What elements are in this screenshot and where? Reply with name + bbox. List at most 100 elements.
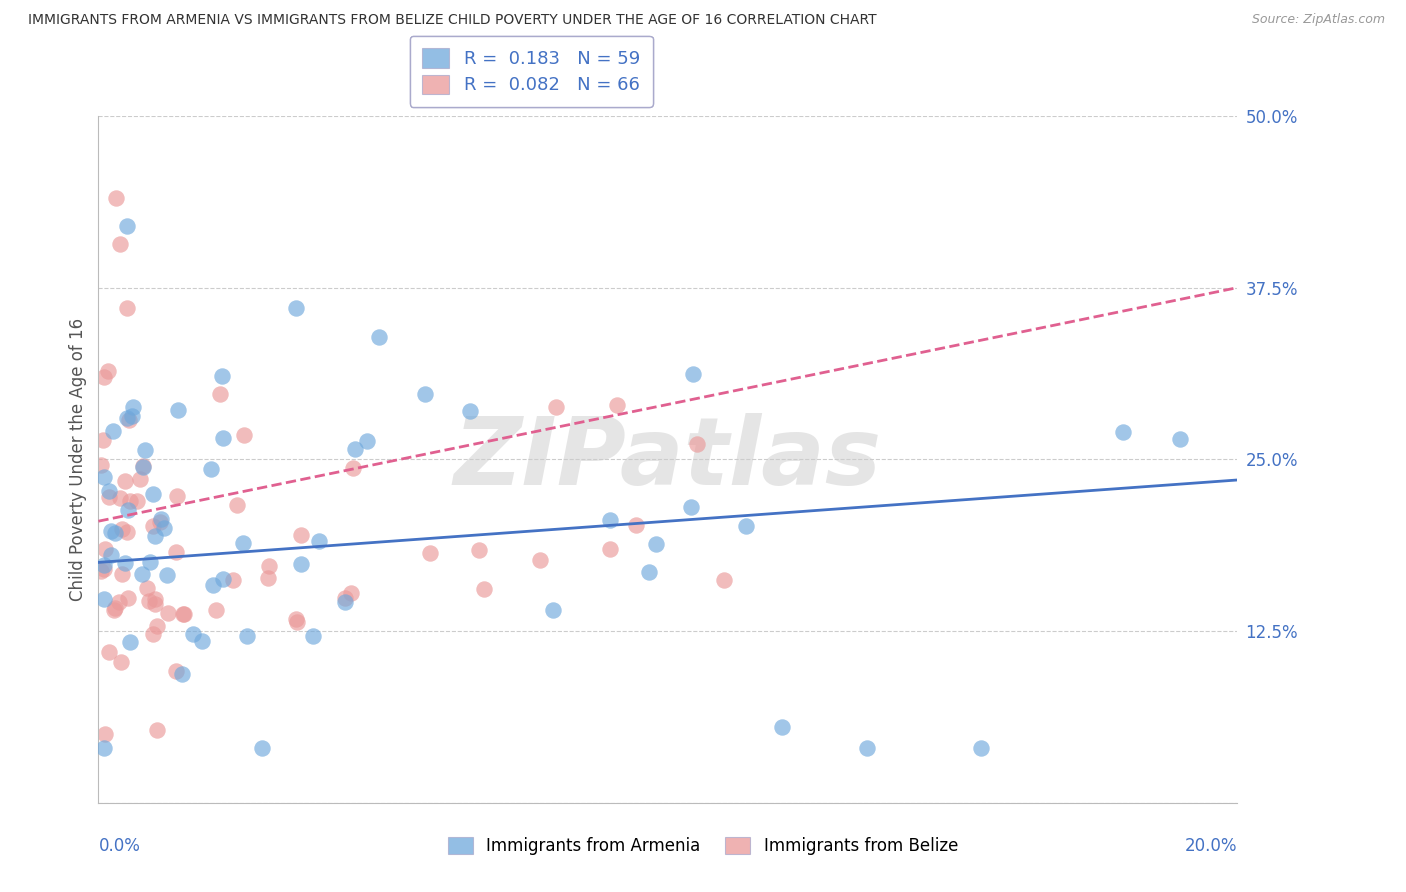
Point xyxy=(110,655,132,669)
Point xyxy=(114,475,136,489)
Point xyxy=(156,607,179,621)
Point xyxy=(117,591,139,606)
Point xyxy=(94,541,117,556)
Point xyxy=(205,603,228,617)
Point xyxy=(115,525,138,540)
Point xyxy=(115,219,138,233)
Point xyxy=(122,400,145,414)
Point xyxy=(368,330,391,344)
Point xyxy=(142,519,165,533)
Point xyxy=(138,555,160,569)
Point xyxy=(211,368,233,383)
Point xyxy=(142,487,165,501)
Point xyxy=(172,667,194,681)
Point xyxy=(146,619,169,633)
Point xyxy=(356,434,378,448)
Point xyxy=(120,635,142,649)
Legend: Immigrants from Armenia, Immigrants from Belize: Immigrants from Armenia, Immigrants from… xyxy=(441,830,965,862)
Point xyxy=(114,556,136,570)
Point xyxy=(257,571,280,585)
Point xyxy=(111,566,134,581)
Point xyxy=(149,516,172,530)
Text: 0.0%: 0.0% xyxy=(98,837,141,855)
Point xyxy=(200,462,222,476)
Point xyxy=(93,592,115,607)
Point xyxy=(308,533,330,548)
Point xyxy=(104,191,127,205)
Point xyxy=(93,370,115,384)
Point xyxy=(644,537,666,551)
Point xyxy=(143,597,166,611)
Point xyxy=(713,573,735,587)
Point xyxy=(468,542,491,557)
Point xyxy=(165,544,187,558)
Point xyxy=(735,519,758,533)
Point xyxy=(152,521,174,535)
Point xyxy=(103,601,125,615)
Point xyxy=(202,577,225,591)
Point xyxy=(107,595,129,609)
Point xyxy=(335,591,357,605)
Point xyxy=(115,301,138,316)
Point xyxy=(115,411,138,425)
Point xyxy=(599,542,621,557)
Point xyxy=(125,494,148,508)
Point xyxy=(232,427,254,442)
Point xyxy=(212,431,235,445)
Point xyxy=(167,402,190,417)
Point xyxy=(117,503,139,517)
Point xyxy=(339,585,361,599)
Point xyxy=(290,557,312,571)
Point xyxy=(232,536,254,550)
Point xyxy=(98,645,121,659)
Point xyxy=(98,484,121,499)
Point xyxy=(104,525,127,540)
Point xyxy=(142,626,165,640)
Point xyxy=(156,568,179,582)
Text: ZIPatlas: ZIPatlas xyxy=(454,413,882,506)
Point xyxy=(93,740,115,755)
Point xyxy=(166,489,188,503)
Text: 20.0%: 20.0% xyxy=(1185,837,1237,855)
Text: Source: ZipAtlas.com: Source: ZipAtlas.com xyxy=(1251,13,1385,27)
Point xyxy=(108,491,131,505)
Point xyxy=(413,386,436,401)
Point xyxy=(546,400,568,414)
Point xyxy=(637,565,659,579)
Point xyxy=(856,740,879,755)
Point xyxy=(1112,425,1135,439)
Point xyxy=(146,723,169,738)
Point xyxy=(236,629,259,643)
Point xyxy=(686,436,709,450)
Point xyxy=(290,528,312,542)
Point xyxy=(103,424,125,438)
Point xyxy=(132,459,155,474)
Point xyxy=(120,493,142,508)
Point xyxy=(191,633,214,648)
Point xyxy=(173,607,195,622)
Point xyxy=(93,558,115,572)
Point xyxy=(301,630,323,644)
Point xyxy=(342,460,364,475)
Point xyxy=(129,472,152,486)
Point xyxy=(460,404,482,418)
Point xyxy=(333,595,356,609)
Point xyxy=(97,491,120,505)
Point xyxy=(150,512,173,526)
Point xyxy=(90,565,112,579)
Point xyxy=(100,548,122,562)
Point xyxy=(284,612,307,626)
Point xyxy=(226,499,249,513)
Point xyxy=(285,615,308,629)
Point xyxy=(970,740,993,755)
Point xyxy=(97,364,120,378)
Point xyxy=(134,443,156,458)
Point xyxy=(681,500,703,515)
Point xyxy=(143,592,166,607)
Point xyxy=(90,458,112,472)
Point xyxy=(419,546,441,560)
Point xyxy=(100,524,122,539)
Y-axis label: Child Poverty Under the Age of 16: Child Poverty Under the Age of 16 xyxy=(69,318,87,601)
Point xyxy=(529,552,551,566)
Text: IMMIGRANTS FROM ARMENIA VS IMMIGRANTS FROM BELIZE CHILD POVERTY UNDER THE AGE OF: IMMIGRANTS FROM ARMENIA VS IMMIGRANTS FR… xyxy=(28,13,877,28)
